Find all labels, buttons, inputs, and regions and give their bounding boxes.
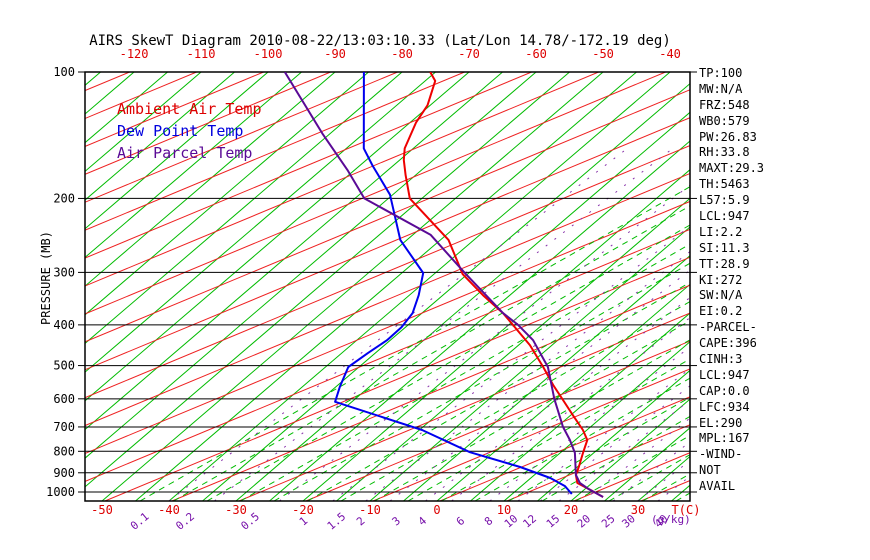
mixing-ratio-lines: [168, 149, 690, 501]
top-temp-tick-label: -120: [120, 47, 149, 61]
top-temp-tick-label: -100: [254, 47, 283, 61]
top-temp-tick-label: -70: [458, 47, 480, 61]
bottom-temp-tick-label: -30: [225, 503, 247, 517]
pressure-tick-labels: 100 200 300 400 500 600 700 800 900 1000: [46, 65, 85, 499]
stat-line: L57:5.9: [699, 193, 750, 208]
pressure-tick-label: 600: [53, 392, 75, 406]
mixing-ratio-tick-label: 6: [454, 514, 467, 528]
moist-adiabat-lines: [139, 186, 690, 501]
stat-line: MAXT:29.3: [699, 161, 765, 176]
stat-line: MW:N/A: [699, 81, 743, 96]
bottom-temp-tick-label: 10: [497, 503, 511, 517]
stat-line: MPL:167: [699, 431, 750, 446]
sounding-curves: [283, 72, 604, 498]
bottom-temp-tick-labels: -50 -40 -30 -20 -10 0 10 20 30 T(C): [91, 503, 700, 517]
right-edge-ticks: [690, 71, 697, 493]
stat-line: LCL:947: [699, 209, 750, 224]
mixing-ratio-tick-label: 1.5: [325, 510, 349, 533]
stat-line: NOT: [699, 463, 721, 478]
pressure-tick-label: 700: [53, 420, 75, 434]
pressure-tick-label: 900: [53, 466, 75, 480]
stat-line: CAPE:396: [699, 336, 757, 351]
stat-line: RH:33.8: [699, 145, 750, 160]
pressure-tick-label: 300: [53, 265, 75, 279]
mixing-ratio-unit-label: (g/kg): [651, 513, 691, 526]
chart-legend: Ambient Air Temp Dew Point Temp Air Parc…: [117, 98, 262, 164]
mixing-ratio-tick-label: 8: [482, 514, 495, 528]
pressure-axis-title: PRESSURE (MB): [39, 231, 53, 325]
legend-ambient-air-temp: Ambient Air Temp: [117, 100, 262, 118]
top-temp-tick-label: -110: [187, 47, 216, 61]
stat-line: EL:290: [699, 415, 743, 430]
dew-point-temp-curve: [334, 72, 573, 495]
top-temp-tick-label: -60: [525, 47, 547, 61]
stat-line: EI:0.2: [699, 304, 743, 319]
bottom-temp-tick-label: -40: [158, 503, 180, 517]
stat-line: CAP:0.0: [699, 383, 750, 398]
plot-frame: [84, 71, 691, 502]
bottom-temp-tick-label: -10: [359, 503, 381, 517]
top-temp-tick-labels: -120 -110 -100 -90 -80 -70 -60 -50 -40: [120, 47, 681, 61]
stat-line: LCL:947: [699, 367, 750, 382]
legend-dew-point-temp: Dew Point Temp: [117, 122, 244, 140]
stat-line: TH:5463: [699, 177, 750, 192]
sounding-stats-panel: TP:100 MW:N/A FRZ:548 WB0:579 PW:26.83 RH:33.…: [699, 66, 764, 495]
bottom-temp-tick-label: 30: [631, 503, 645, 517]
stat-line: FRZ:548: [699, 97, 750, 112]
stat-line: SW:N/A: [699, 288, 743, 303]
stat-line: -PARCEL-: [699, 320, 757, 335]
stat-line: WB0:579: [699, 113, 750, 128]
skewt-grid: [85, 72, 690, 501]
stat-line: CINH:3: [699, 352, 743, 367]
top-temp-tick-label: -90: [324, 47, 346, 61]
stat-line: TT:28.9: [699, 256, 750, 271]
bottom-temp-tick-label: 0: [433, 503, 440, 517]
pressure-tick-label: 100: [53, 65, 75, 79]
stat-line: -WIND-: [699, 447, 743, 462]
air-parcel-temp-curve: [283, 72, 604, 498]
temp-unit-label: T(C): [672, 503, 701, 517]
stat-line: SI:11.3: [699, 240, 750, 255]
top-temp-tick-label: -80: [391, 47, 413, 61]
mixing-ratio-tick-label: 3: [390, 514, 403, 528]
stat-line: TP:100: [699, 66, 743, 80]
mixing-ratio-tick-labels: 0.1 0.2 0.5 1 1.5 2 3 4 6 8 10 12 15 20 25 30 40(g/kg): [128, 510, 691, 533]
bottom-temp-tick-label: -20: [292, 503, 314, 517]
pressure-tick-label: 400: [53, 318, 75, 332]
stat-line: KI:272: [699, 272, 743, 287]
top-temp-tick-label: -40: [659, 47, 681, 61]
chart-title: AIRS SkewT Diagram 2010-08-22/13:03:10.3…: [89, 33, 671, 49]
pressure-tick-label: 500: [53, 359, 75, 373]
stat-line: LI:2.2: [699, 224, 743, 239]
pressure-tick-label: 1000: [46, 485, 75, 499]
dry-adiabat-lines: [85, 72, 690, 501]
ambient-air-temp-curve: [402, 72, 604, 498]
mixing-ratio-tick-label: 4: [416, 514, 430, 528]
mixing-ratio-tick-label: 15: [544, 512, 563, 530]
stat-line: AVAIL: [699, 479, 736, 494]
mixing-ratio-tick-label: 25: [599, 512, 618, 530]
stat-line: PW:26.83: [699, 129, 757, 144]
bottom-temp-tick-label: -50: [91, 503, 113, 517]
legend-air-parcel-temp: Air Parcel Temp: [117, 144, 253, 162]
pressure-tick-label: 800: [53, 444, 75, 458]
stat-line: LFC:934: [699, 399, 750, 414]
mixing-ratio-tick-label: 12: [521, 512, 540, 530]
top-temp-tick-label: -50: [592, 47, 614, 61]
bottom-temp-tick-label: 20: [564, 503, 578, 517]
pressure-tick-label: 200: [53, 191, 75, 205]
mixing-ratio-tick-label: 0.1: [128, 510, 152, 533]
